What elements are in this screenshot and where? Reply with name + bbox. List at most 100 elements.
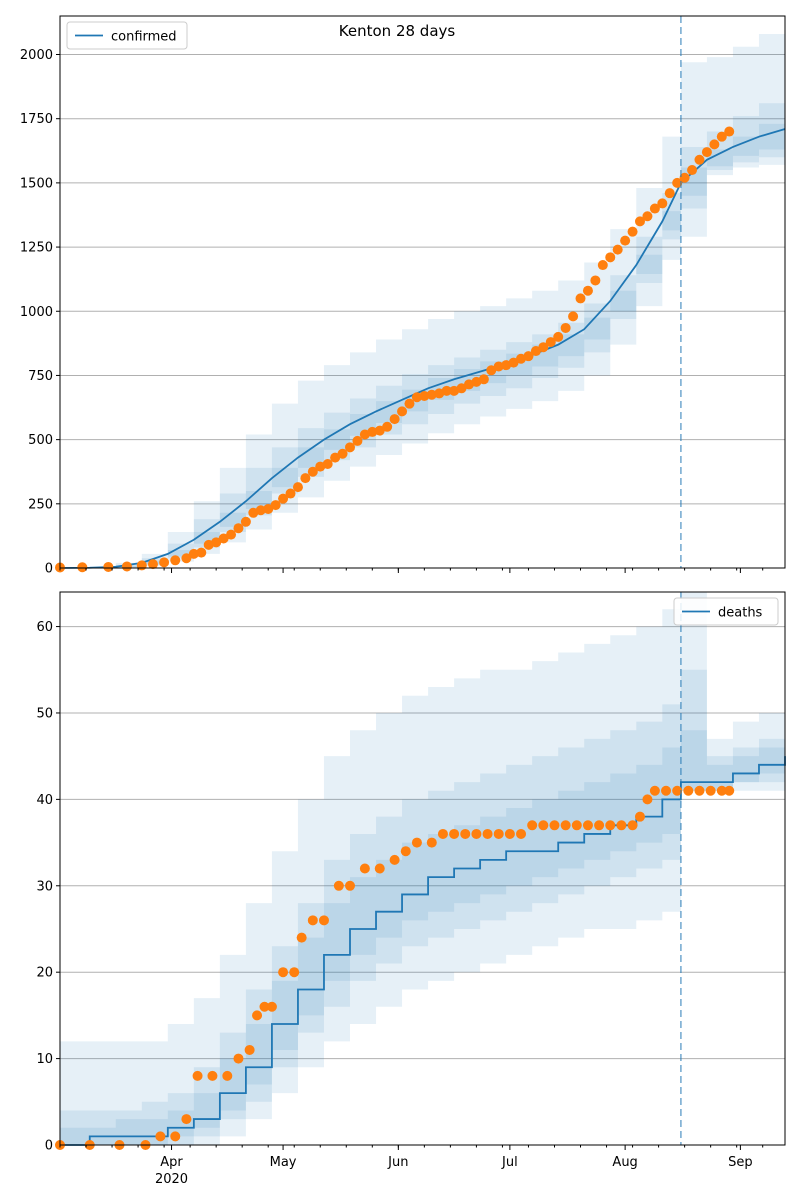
observed-point	[103, 561, 114, 572]
observed-point	[307, 915, 318, 926]
observed-point	[77, 562, 88, 573]
observed-point	[233, 523, 244, 534]
observed-point	[322, 459, 333, 470]
observed-point	[478, 374, 489, 385]
legend-label: deaths	[718, 606, 763, 621]
observed-point	[333, 880, 344, 891]
observed-point	[582, 820, 593, 831]
observed-point	[649, 785, 660, 796]
observed-point	[560, 820, 571, 831]
observed-point	[426, 389, 437, 400]
observed-point	[716, 131, 727, 142]
y-tick-label: 2000	[20, 48, 53, 63]
observed-point	[575, 293, 586, 304]
observed-point	[482, 828, 493, 839]
observed-point	[516, 828, 527, 839]
observed-point	[181, 553, 192, 564]
observed-point	[367, 426, 378, 437]
observed-point	[590, 275, 601, 286]
observed-point	[664, 188, 675, 199]
observed-point	[538, 342, 549, 353]
legend-label: confirmed	[111, 30, 177, 45]
observed-point	[259, 1001, 270, 1012]
observed-point	[426, 837, 437, 848]
y-tick-label: 1500	[20, 176, 53, 191]
observed-point	[493, 361, 504, 372]
observed-point	[449, 828, 460, 839]
observed-point	[188, 548, 199, 559]
observed-point	[252, 1010, 263, 1021]
y-tick-label: 500	[28, 433, 53, 448]
observed-point	[545, 337, 556, 348]
observed-point	[170, 555, 181, 566]
observed-point	[159, 557, 170, 568]
observed-point	[657, 198, 668, 209]
observed-point	[538, 820, 549, 831]
observed-point	[345, 880, 355, 891]
observed-point	[649, 203, 660, 214]
y-tick-label: 60	[36, 620, 53, 635]
axes-frame	[59, 591, 786, 1146]
observed-point	[493, 828, 504, 839]
observed-point	[374, 425, 385, 436]
observed-point	[170, 1131, 181, 1142]
y-tick-label: 0	[45, 1139, 53, 1154]
observed-point	[635, 811, 645, 822]
observed-point	[255, 505, 266, 516]
observed-point	[300, 473, 311, 484]
x-tick-label: Apr	[160, 1155, 183, 1170]
observed-point	[694, 154, 705, 165]
observed-point	[400, 846, 411, 857]
observed-point	[504, 828, 515, 839]
observed-point	[318, 915, 329, 926]
observed-point	[352, 435, 363, 446]
y-tick-label: 1250	[20, 241, 53, 256]
observed-point	[716, 785, 727, 796]
observed-point	[330, 452, 341, 463]
observed-point	[724, 785, 735, 796]
observed-point	[278, 967, 289, 978]
observed-point	[226, 529, 237, 540]
observed-point	[307, 466, 318, 477]
observed-point	[289, 967, 300, 978]
observed-point	[218, 533, 229, 544]
observed-point	[709, 139, 720, 150]
axes-frame	[59, 15, 786, 569]
observed-point	[642, 211, 653, 222]
y-tick-label: 750	[28, 369, 53, 384]
observed-point	[240, 516, 251, 527]
observed-point	[568, 311, 579, 322]
observed-point	[605, 252, 616, 263]
observed-point	[627, 820, 638, 831]
observed-point	[419, 390, 430, 401]
y-tick-label: 50	[36, 706, 53, 721]
observed-point	[635, 216, 645, 227]
observed-point	[661, 785, 672, 796]
observed-point	[389, 414, 400, 425]
observed-point	[147, 559, 158, 570]
observed-point	[441, 385, 452, 396]
observed-point	[705, 785, 716, 796]
observed-point	[486, 365, 497, 376]
observed-point	[389, 854, 400, 865]
observed-point	[270, 500, 281, 511]
y-tick-label: 20	[36, 966, 53, 981]
uncertainty-band-outer	[60, 18, 785, 568]
observed-point	[616, 820, 627, 831]
observed-point	[437, 828, 448, 839]
observed-point	[382, 421, 393, 432]
observed-point	[345, 442, 355, 453]
observed-point	[155, 1131, 166, 1142]
uncertainty-band-middle	[60, 669, 785, 1145]
observed-point	[527, 820, 538, 831]
observed-point	[456, 383, 467, 394]
model-line	[60, 756, 786, 1146]
observed-point	[679, 172, 690, 183]
y-tick-label: 250	[28, 497, 53, 512]
observed-point	[582, 285, 593, 296]
uncertainty-band-outer	[60, 592, 785, 1145]
observed-point	[620, 235, 631, 246]
x-tick-label: Jun	[387, 1155, 408, 1170]
observed-point	[571, 820, 582, 831]
